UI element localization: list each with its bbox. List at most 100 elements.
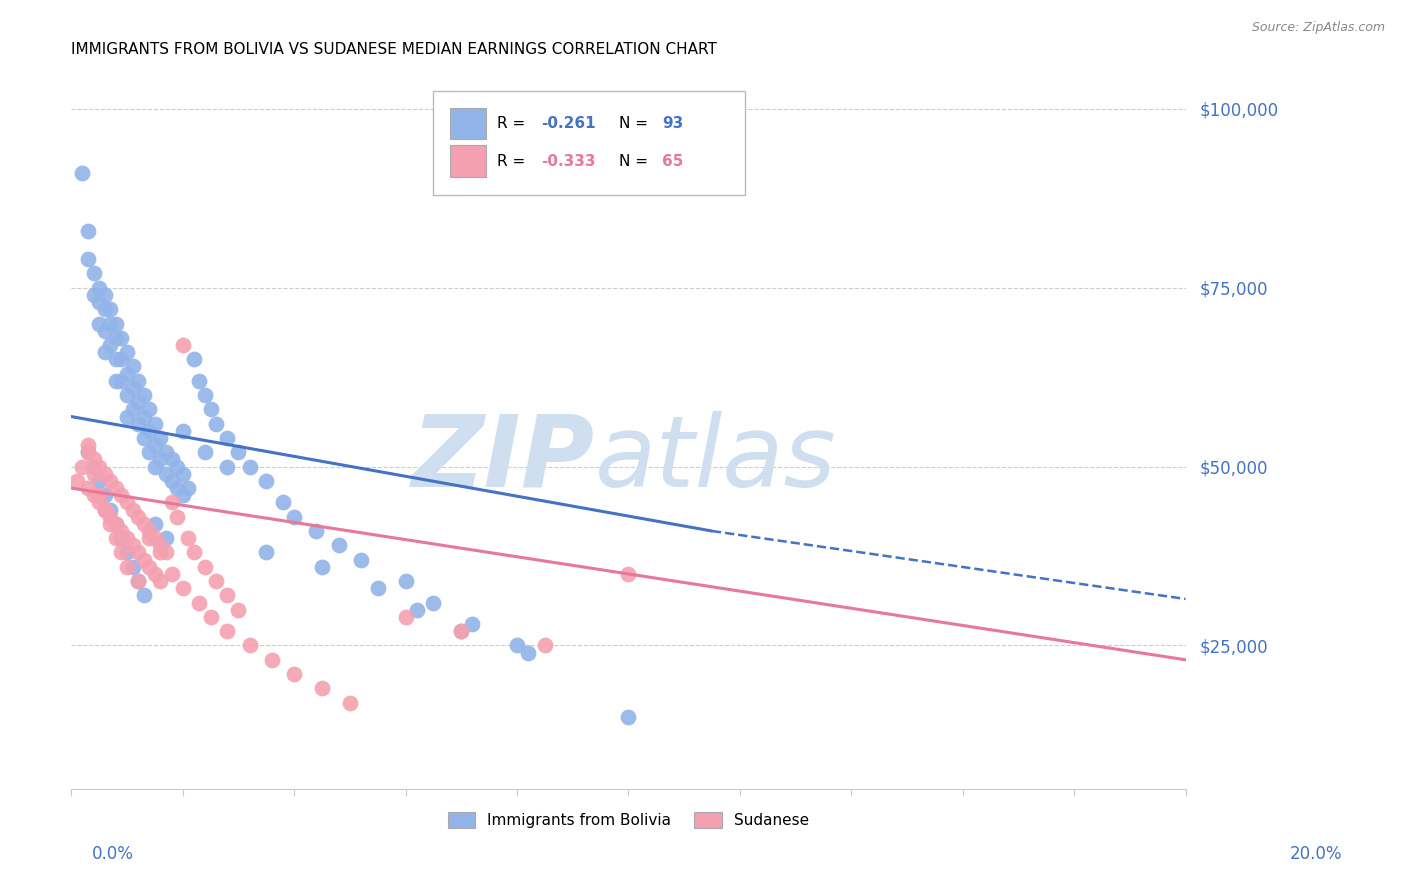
Point [110, 352, 132, 367]
Point [617, 710, 640, 724]
Point [166, 459, 188, 474]
Text: atlas: atlas [595, 411, 837, 508]
Point [143, 516, 166, 531]
Point [127, 509, 149, 524]
Text: R =: R = [496, 153, 530, 169]
Point [77, 445, 100, 459]
Point [115, 559, 138, 574]
Point [98, 509, 121, 524]
Point [533, 639, 555, 653]
Point [132, 431, 155, 445]
Point [172, 424, 194, 438]
Point [132, 388, 155, 402]
Point [98, 474, 121, 488]
Point [138, 424, 160, 438]
Point [350, 552, 373, 566]
Point [77, 445, 100, 459]
Text: -0.333: -0.333 [541, 153, 596, 169]
Point [172, 581, 194, 595]
Point [93, 502, 115, 516]
Point [77, 481, 100, 495]
Point [160, 474, 183, 488]
Point [254, 474, 277, 488]
Point [104, 481, 127, 495]
Legend: Immigrants from Bolivia, Sudanese: Immigrants from Bolivia, Sudanese [441, 806, 815, 835]
Text: 20.0%: 20.0% [1291, 846, 1343, 863]
Point [138, 531, 160, 545]
Text: R =: R = [496, 116, 530, 131]
Point [104, 531, 127, 545]
Point [217, 624, 239, 639]
Point [115, 367, 138, 381]
Text: 93: 93 [662, 116, 683, 131]
Point [143, 531, 166, 545]
Point [217, 588, 239, 602]
Point [160, 452, 183, 467]
Point [93, 302, 115, 317]
Point [305, 524, 328, 538]
Text: 0.0%: 0.0% [91, 846, 134, 863]
Point [149, 538, 172, 552]
Point [394, 610, 416, 624]
Point [194, 388, 217, 402]
Point [177, 531, 200, 545]
Point [98, 317, 121, 331]
Text: N =: N = [620, 116, 654, 131]
Point [172, 467, 194, 481]
Point [104, 374, 127, 388]
Point [121, 559, 143, 574]
Point [238, 459, 260, 474]
Point [160, 495, 183, 509]
Point [127, 545, 149, 559]
Point [132, 409, 155, 424]
Point [205, 574, 228, 588]
Text: 65: 65 [662, 153, 683, 169]
Point [143, 438, 166, 452]
Point [149, 431, 172, 445]
Point [254, 545, 277, 559]
Point [260, 653, 283, 667]
Point [450, 624, 472, 639]
Point [188, 595, 211, 609]
Point [155, 467, 177, 481]
Point [405, 603, 427, 617]
Point [83, 288, 105, 302]
Point [66, 474, 89, 488]
Point [98, 338, 121, 352]
Point [138, 524, 160, 538]
Point [155, 445, 177, 459]
Point [110, 374, 132, 388]
Point [83, 467, 105, 481]
Point [121, 381, 143, 395]
Point [115, 409, 138, 424]
Point [461, 617, 484, 632]
Point [87, 459, 110, 474]
FancyBboxPatch shape [450, 108, 485, 139]
Point [104, 352, 127, 367]
Point [177, 481, 200, 495]
Point [98, 502, 121, 516]
Point [121, 402, 143, 417]
Point [205, 417, 228, 431]
Point [93, 324, 115, 338]
Point [77, 252, 100, 267]
Point [87, 295, 110, 310]
Point [127, 574, 149, 588]
Point [93, 502, 115, 516]
Point [115, 545, 138, 559]
Point [110, 524, 132, 538]
Point [283, 667, 305, 681]
Point [93, 345, 115, 359]
Point [172, 488, 194, 502]
Point [194, 559, 217, 574]
Point [160, 566, 183, 581]
FancyBboxPatch shape [450, 145, 485, 177]
Point [188, 374, 211, 388]
Point [217, 431, 239, 445]
Point [127, 395, 149, 409]
Point [121, 502, 143, 516]
Point [155, 531, 177, 545]
Point [87, 474, 110, 488]
Point [104, 516, 127, 531]
Point [200, 610, 222, 624]
